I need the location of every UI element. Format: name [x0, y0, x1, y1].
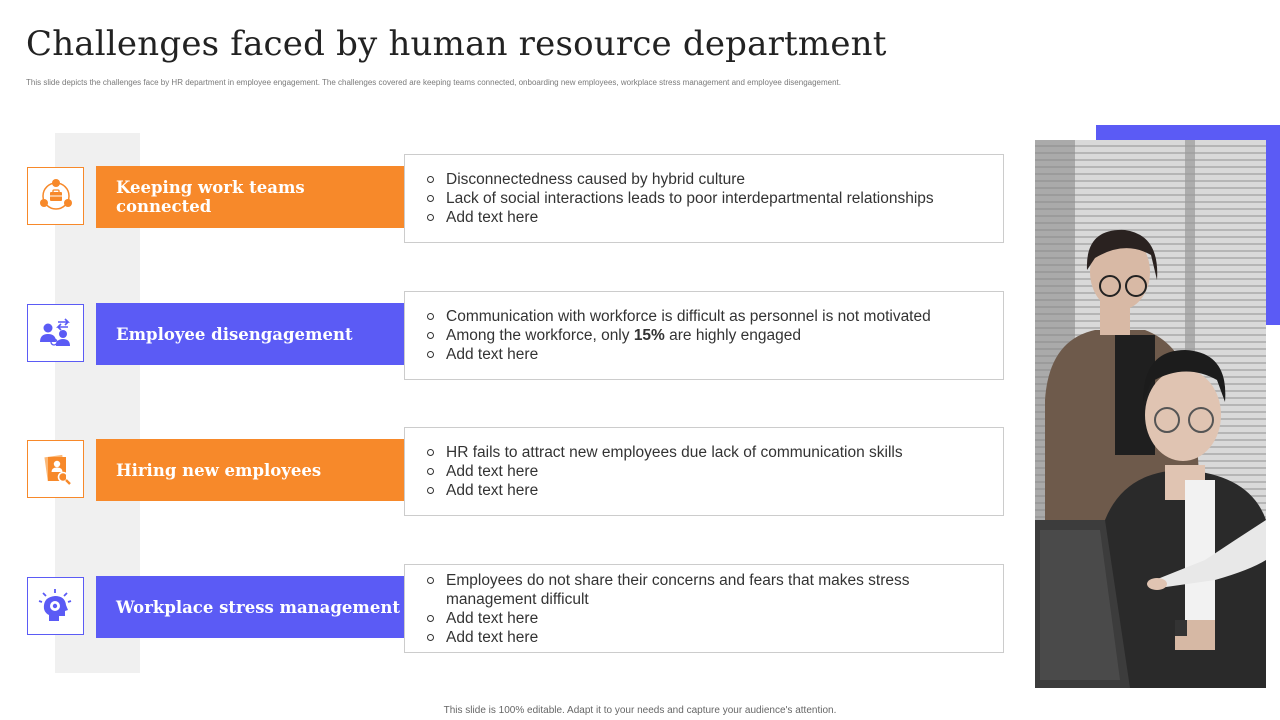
challenge-label-banner: Hiring new employees	[96, 439, 404, 501]
challenge-icon-box	[27, 304, 84, 362]
challenge-point: HR fails to attract new employees due la…	[427, 443, 903, 462]
office-people-illustration	[1035, 140, 1266, 688]
challenge-point: Employees do not share their concerns an…	[427, 571, 1003, 609]
challenge-points-card: Disconnectedness caused by hybrid cultur…	[404, 154, 1004, 243]
resume-search-icon	[43, 454, 71, 485]
challenge-row-hiring: Hiring new employees HR fails to attract…	[0, 427, 1010, 517]
stressed-head-gear-icon	[38, 589, 71, 621]
challenge-icon-box	[27, 577, 84, 635]
challenge-point: Lack of social interactions leads to poo…	[427, 189, 934, 208]
challenge-row-disengagement: Employee disengagement Communication wit…	[0, 291, 1010, 381]
team-network-icon	[39, 179, 72, 210]
slide-title: Challenges faced by human resource depar…	[26, 24, 887, 64]
challenge-point: Add text here	[427, 208, 934, 227]
slide-footer: This slide is 100% editable. Adapt it to…	[443, 705, 837, 716]
point-text: are highly engaged	[664, 327, 802, 344]
challenge-point: Add text here	[427, 609, 1003, 628]
challenge-label-banner: Workplace stress management	[96, 576, 404, 638]
slide-subtitle: This slide depicts the challenges face b…	[26, 78, 842, 87]
office-photo	[1035, 140, 1266, 688]
challenge-point: Add text here	[427, 628, 1003, 647]
challenge-point: Among the workforce, only 15% are highly…	[427, 326, 931, 345]
challenge-point: Add text here	[427, 345, 931, 364]
point-text: Among the workforce, only	[446, 327, 634, 344]
challenge-row-teams: Keeping work teams connected Disconnecte…	[0, 154, 1010, 244]
people-exchange-icon	[39, 318, 70, 346]
challenge-points-card: Communication with workforce is difficul…	[404, 291, 1004, 380]
challenge-points-card: HR fails to attract new employees due la…	[404, 427, 1004, 516]
challenge-label-banner: Employee disengagement	[96, 303, 404, 365]
challenge-point: Add text here	[427, 462, 903, 481]
challenge-row-stress: Workplace stress management Employees do…	[0, 564, 1010, 654]
challenge-icon-box	[27, 440, 84, 498]
challenge-icon-box	[27, 167, 84, 225]
challenge-points-card: Employees do not share their concerns an…	[404, 564, 1004, 653]
challenge-label-banner: Keeping work teams connected	[96, 166, 404, 228]
challenge-point: Add text here	[427, 481, 903, 500]
challenge-point: Communication with workforce is difficul…	[427, 307, 931, 326]
highlight-percentage: 15%	[633, 327, 665, 344]
challenge-point: Disconnectedness caused by hybrid cultur…	[427, 170, 934, 189]
